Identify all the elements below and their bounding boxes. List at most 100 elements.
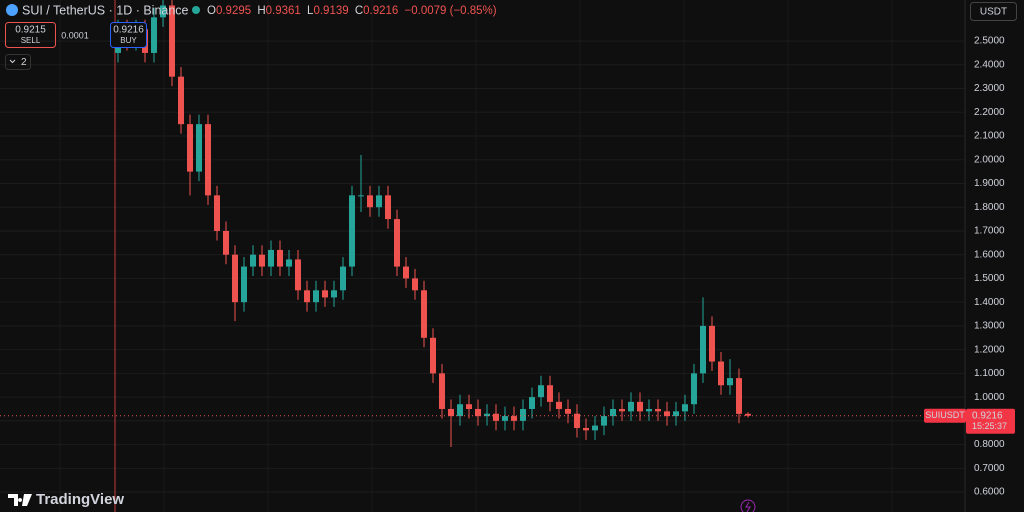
candle-body [583,427,589,431]
last-price-label: 0.9216 [972,410,1003,421]
candle-body [268,249,274,267]
currency: USDT [980,7,1007,18]
candle-body [412,278,418,291]
buy-label: BUY [120,36,137,45]
c-label: C [355,5,363,17]
candle-body [376,195,382,208]
candle-body [304,290,310,303]
candle-body [547,385,553,402]
spread: 0.0001 [61,30,89,40]
candle-body [232,254,238,303]
symbol-title[interactable]: SUI / TetherUS · 1D · Binance [22,3,189,17]
candle-body [691,373,697,405]
candle-body [160,5,166,18]
change: −0.0079 (−0.85%) [405,5,497,17]
candle-body [394,219,400,267]
candle-body [610,408,616,417]
candle-body [745,413,751,416]
candle-body [151,17,157,53]
countdown: 15:25:37 [972,421,1007,431]
candle-body [484,413,490,417]
candle-body [313,290,319,303]
candle-body [349,195,355,267]
candle-body [250,254,256,267]
candle-body [529,397,535,409]
candle-body [277,249,283,267]
candle-body [592,425,598,431]
ohlc-legend: O0.9295 H0.9361 L0.9139 C0.9216 −0.0079 … [207,5,497,17]
candle-body [430,337,436,374]
candle-body [511,416,517,421]
candle-body [178,76,184,125]
candle-body [655,408,661,412]
candle-body [367,195,373,208]
candle-body [493,413,499,421]
candle-body [502,416,508,421]
y-tick-label: 1.7000 [974,226,1005,237]
candle-body [682,404,688,412]
candle-body [565,408,571,414]
candle-body [286,259,292,267]
candle-body [241,266,247,303]
y-tick-label: 2.1000 [974,131,1005,142]
candle-body [556,401,562,409]
logo-shape [8,494,32,506]
candle-body [421,290,427,338]
candle-body [574,413,580,428]
candle-body [619,408,625,412]
buy-button[interactable] [110,22,147,48]
candle-body [403,266,409,279]
candle-body [358,195,364,197]
indicators-count: 2 [21,57,27,68]
candle-body [223,230,229,255]
y-tick-label: 1.4000 [974,297,1005,308]
chevron-icon [9,59,16,64]
symbol-tag-label: SUIUSDT [925,410,965,420]
candle-body [259,254,265,267]
candle-body [538,385,544,398]
candle-body [295,259,301,291]
sell-button[interactable] [5,22,56,48]
h-label: H [257,5,265,17]
candle-body [322,290,328,298]
y-tick-label: 2.3000 [974,83,1005,94]
logo[interactable]: TradingView [36,491,124,508]
candle-body [466,404,472,409]
candle-body [214,195,220,231]
status-dot [192,6,200,14]
candle-body [664,411,670,417]
candle-body [718,361,724,386]
candle-body [448,408,454,417]
c-value: 0.9216 [363,5,398,17]
candle-body [475,408,481,417]
y-tick-label: 2.5000 [974,36,1005,47]
y-tick-label: 2.4000 [974,59,1005,70]
symbol-icon [6,4,18,16]
candle-body [727,378,733,386]
y-tick-label: 2.2000 [974,107,1005,118]
y-tick-label: 1.2000 [974,344,1005,355]
y-tick-label: 1.5000 [974,273,1005,284]
indicators-toggle[interactable] [5,54,31,70]
l-label: L [307,5,314,17]
candle-body [385,195,391,220]
o-value: 0.9295 [216,5,251,17]
y-tick-label: 0.8000 [974,439,1005,450]
sell-label: SELL [21,36,41,45]
candle-body [637,401,643,412]
currency-button[interactable] [970,2,1017,21]
candle-body [439,373,445,409]
candle-body [709,325,715,362]
lightning [745,501,751,512]
candle-body [196,124,202,172]
l-value: 0.9139 [313,5,348,17]
y-tick-label: 0.6000 [974,487,1005,498]
y-tick-label: 1.3000 [974,321,1005,332]
candle-body [646,408,652,412]
candle-body [736,378,742,414]
candle-body [187,124,193,172]
event-icon[interactable] [740,499,756,512]
